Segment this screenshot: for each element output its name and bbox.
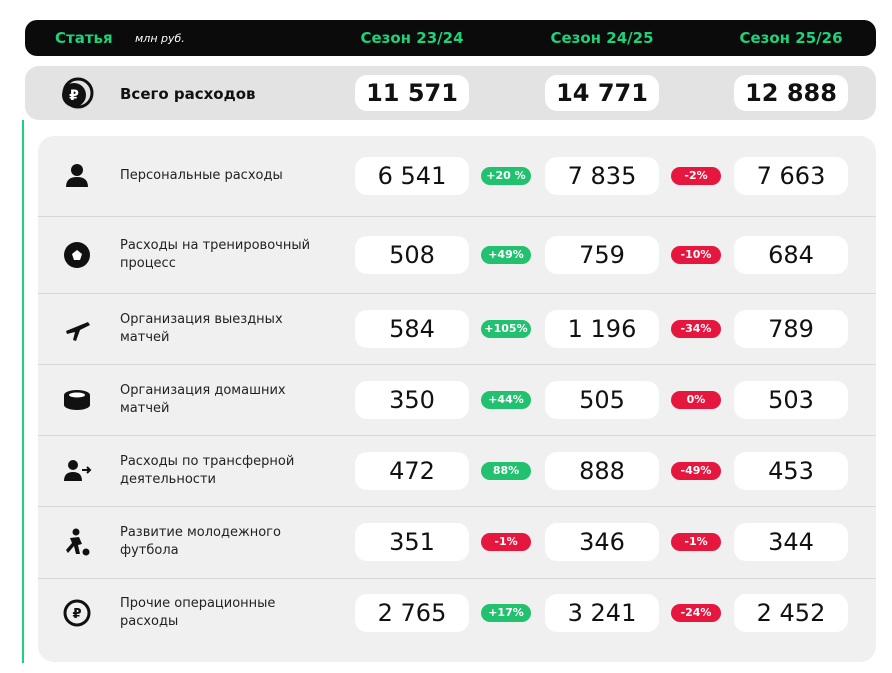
icon bbox=[64, 459, 92, 481]
season-header: Сезон 23/24 bbox=[360, 29, 464, 47]
icon bbox=[66, 321, 90, 341]
column-label: Статья bbox=[55, 29, 113, 47]
row-value: 472 bbox=[355, 451, 469, 490]
icon bbox=[64, 241, 90, 268]
change-badge: +20 % bbox=[481, 167, 531, 185]
change-badge: 88% bbox=[481, 461, 531, 480]
change-badge: +49% bbox=[481, 245, 531, 264]
row-value: 2 452 bbox=[734, 594, 848, 632]
row-value: 7 835 bbox=[545, 157, 659, 195]
icon bbox=[66, 164, 88, 187]
change-badge: +17% bbox=[481, 604, 531, 622]
change-badge: -24% bbox=[671, 604, 721, 622]
row-value: 346 bbox=[545, 523, 659, 561]
row-value: 6 541 bbox=[355, 157, 469, 195]
row-value: 684 bbox=[734, 235, 848, 274]
row-separator bbox=[38, 578, 876, 579]
row-icon bbox=[62, 527, 92, 557]
icon: ₽ bbox=[63, 599, 91, 627]
row-label: Расходы на тренировочный процесс bbox=[120, 237, 311, 271]
change-badge: -49% bbox=[671, 461, 721, 480]
row-value: 351 bbox=[355, 523, 469, 561]
change-badge: +105% bbox=[481, 319, 531, 338]
row-label: Организация домашних матчей bbox=[120, 382, 286, 416]
row-value: 759 bbox=[545, 235, 659, 274]
change-badge: -1% bbox=[671, 533, 721, 551]
change-badge: -10% bbox=[671, 245, 721, 264]
row-value: 888 bbox=[545, 451, 659, 490]
row-value: 584 bbox=[355, 309, 469, 348]
row-label: Развитие молодежного футбола bbox=[120, 525, 281, 558]
change-badge: -1% bbox=[481, 533, 531, 551]
row-value: 1 196 bbox=[545, 309, 659, 348]
row-icon bbox=[62, 314, 92, 344]
row-icon bbox=[62, 240, 92, 270]
unit: млн руб. bbox=[135, 32, 185, 45]
season-header: Сезон 25/26 bbox=[739, 29, 843, 47]
header-bar bbox=[25, 20, 876, 56]
row-separator bbox=[38, 506, 876, 507]
change-badge: -2% bbox=[671, 167, 721, 185]
row-label: Прочие операционные расходы bbox=[120, 596, 276, 629]
row-value: 344 bbox=[734, 523, 848, 561]
row-icon bbox=[62, 161, 92, 191]
change-badge: -34% bbox=[671, 319, 721, 338]
row-separator bbox=[38, 216, 876, 217]
row-value: 2 765 bbox=[355, 594, 469, 632]
row-value: 350 bbox=[355, 380, 469, 419]
ruble-icon: ₽ bbox=[62, 77, 94, 109]
total-value: 14 771 bbox=[545, 75, 659, 111]
row-icon: ₽ bbox=[62, 598, 92, 628]
row-value: 453 bbox=[734, 451, 848, 490]
row-value: 503 bbox=[734, 380, 848, 419]
row-value: 3 241 bbox=[545, 594, 659, 632]
row-label: Расходы по трансферной деятельности bbox=[120, 453, 295, 487]
row-label: Персональные расходы bbox=[120, 168, 283, 183]
total-value: 12 888 bbox=[734, 75, 848, 111]
icon bbox=[66, 528, 90, 556]
row-value: 7 663 bbox=[734, 157, 848, 195]
row-value: 508 bbox=[355, 235, 469, 274]
icon bbox=[64, 389, 90, 410]
total-label: Всего расходов bbox=[120, 85, 256, 103]
row-icon bbox=[62, 456, 92, 486]
svg-text:₽: ₽ bbox=[72, 607, 81, 622]
change-badge: +44% bbox=[481, 390, 531, 409]
svg-text:₽: ₽ bbox=[69, 88, 79, 104]
season-header: Сезон 24/25 bbox=[550, 29, 654, 47]
change-badge: 0% bbox=[671, 390, 721, 409]
total-value: 11 571 bbox=[355, 75, 469, 111]
row-separator bbox=[38, 435, 876, 436]
row-label: Организация выездных матчей bbox=[120, 311, 283, 345]
row-value: 505 bbox=[545, 380, 659, 419]
row-value: 789 bbox=[734, 309, 848, 348]
row-icon bbox=[62, 385, 92, 415]
row-separator bbox=[38, 364, 876, 365]
accent-line bbox=[22, 120, 24, 663]
row-separator bbox=[38, 293, 876, 294]
